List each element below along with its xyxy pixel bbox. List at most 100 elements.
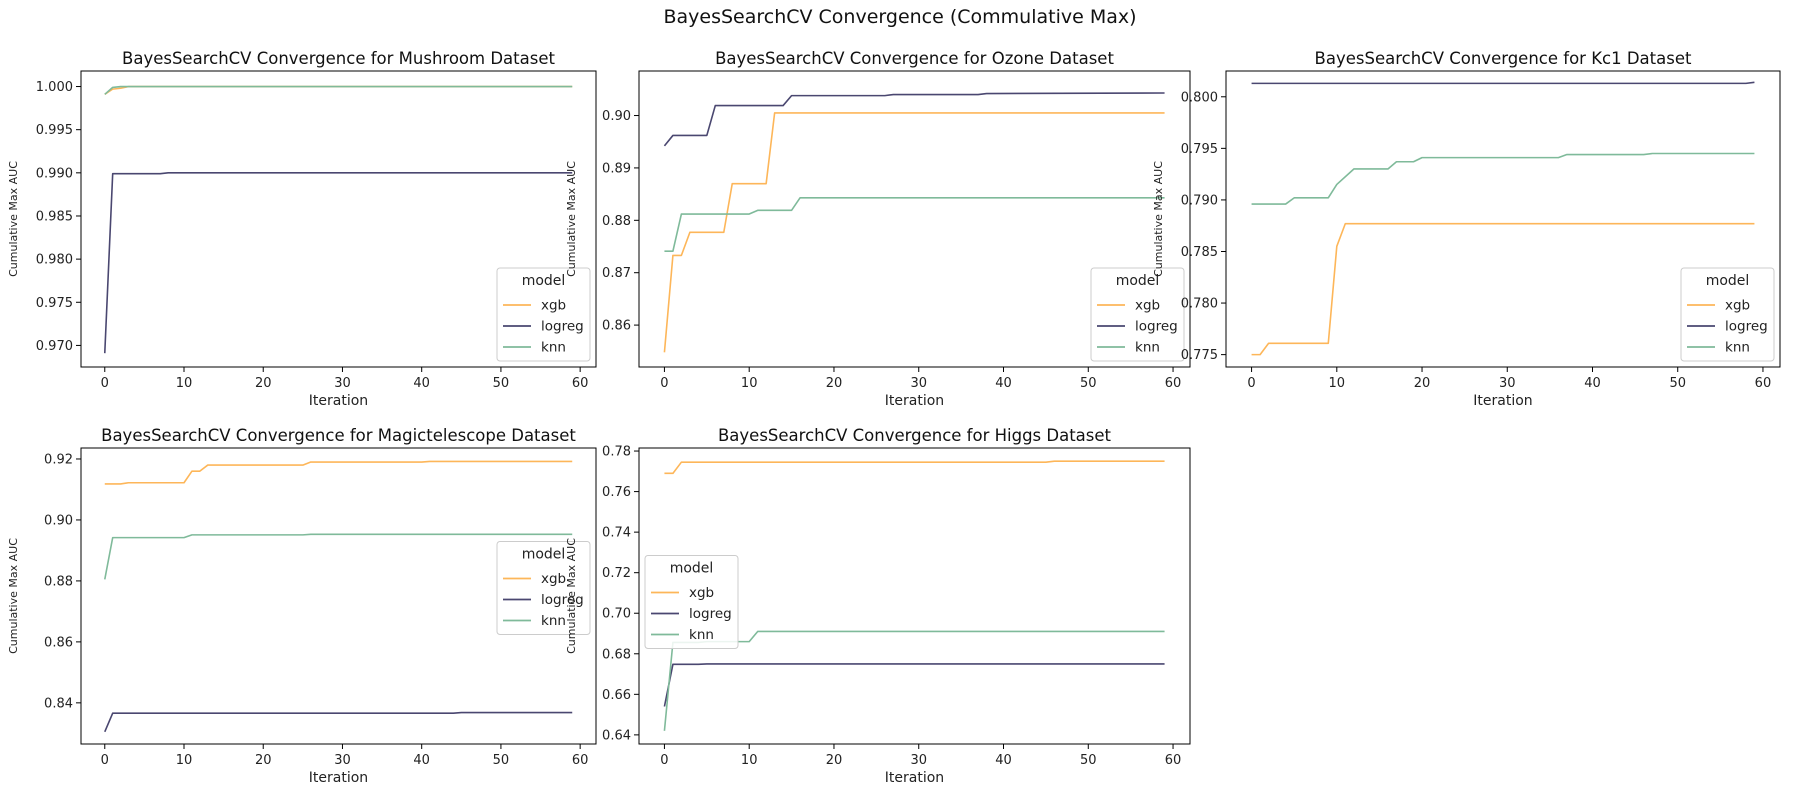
series-line-logreg [103,172,573,354]
x-tick-label: 50 [1669,376,1686,391]
y-tick-label: 0.990 [36,166,73,181]
plot-frame [638,70,1191,368]
y-tick-label: 0.90 [602,109,631,124]
y-tick-label: 0.74 [602,526,631,541]
y-tick-label: 0.980 [36,253,73,268]
x-axis-label: Iteration [1473,393,1532,409]
chart-panel-3: BayesSearchCV Convergence for Kc1 Datase… [1152,49,1781,409]
x-axis-label: Iteration [309,770,368,786]
legend-label-knn: knn [689,627,714,643]
x-tick-label: 40 [995,376,1012,391]
x-tick-label: 0 [101,753,109,768]
legend-label-logreg: logreg [689,606,732,622]
x-tick-label: 50 [1080,753,1097,768]
chart-title: BayesSearchCV Convergence for Higgs Data… [718,426,1112,445]
y-tick-label: 0.76 [602,485,631,500]
y-axis-label: Cumulative Max AUC [7,538,20,654]
legend-box [644,555,739,649]
legend-label-knn: knn [541,613,566,629]
series-line-knn [103,533,573,580]
series-line-logreg [104,711,573,733]
legend-label-xgb: xgb [541,298,566,314]
x-tick-label: 10 [1329,376,1346,391]
x-tick-label: 60 [1165,376,1182,391]
legend-label-logreg: logreg [1725,319,1768,335]
legend-label-xgb: xgb [541,571,566,587]
series-line-knn [104,85,573,95]
chart-title: BayesSearchCV Convergence for Magicteles… [101,426,576,445]
chart-panel-2: BayesSearchCV Convergence for Ozone Data… [565,49,1191,409]
chart-title: BayesSearchCV Convergence for Ozone Data… [715,49,1114,68]
chart-title: BayesSearchCV Convergence for Kc1 Datase… [1315,49,1692,68]
x-tick-label: 40 [413,376,430,391]
series-line-logreg [1251,81,1755,85]
series-line-knn [1251,152,1755,205]
chart-title: BayesSearchCV Convergence for Mushroom D… [122,49,555,68]
x-tick-label: 30 [334,753,351,768]
y-axis-label: Cumulative Max AUC [7,161,20,277]
legend-title: model [522,273,566,289]
y-tick-label: 0.66 [602,688,631,703]
legend-label-xgb: xgb [1135,298,1160,314]
legend: model xgb logreg knn [1680,267,1775,362]
y-axis-label: Cumulative Max AUC [565,538,578,654]
legend-title: model [522,547,566,563]
y-tick-label: 0.84 [44,696,73,711]
x-tick-label: 10 [176,753,193,768]
y-axis-label: Cumulative Max AUC [1152,161,1165,277]
y-tick-label: 0.790 [1181,193,1218,208]
x-tick-label: 20 [826,376,843,391]
chart-panel-1: BayesSearchCV Convergence for Mushroom D… [7,49,597,409]
series-line-knn [664,196,1165,253]
y-tick-label: 0.995 [36,123,73,138]
legend: model xgb logreg knn [644,555,739,649]
legend-box [1090,267,1185,362]
y-tick-label: 0.795 [1181,142,1218,157]
x-tick-label: 0 [660,753,668,768]
plot-frame [638,447,1191,745]
y-tick-label: 0.780 [1181,297,1218,312]
x-tick-label: 30 [334,376,351,391]
y-tick-label: 0.985 [36,209,73,224]
plot-frame [80,70,597,368]
series-line-xgb [104,460,573,485]
x-tick-label: 10 [176,376,193,391]
plot-frame [80,447,597,745]
y-axis-label: Cumulative Max AUC [565,161,578,277]
legend-label-knn: knn [1135,340,1160,356]
x-tick-label: 60 [572,376,589,391]
y-tick-label: 0.785 [1181,245,1218,260]
y-tick-label: 0.89 [602,161,631,176]
legend-box [1680,267,1775,362]
x-axis-label: Iteration [309,393,368,409]
y-tick-label: 0.970 [36,339,73,354]
y-tick-label: 0.92 [44,452,73,467]
x-tick-label: 0 [1247,376,1255,391]
legend: model xgb logreg knn [496,267,591,362]
x-tick-label: 40 [995,753,1012,768]
x-tick-label: 50 [493,753,510,768]
y-tick-label: 0.90 [44,513,73,528]
y-tick-label: 0.86 [44,635,73,650]
legend-label-knn: knn [1725,340,1750,356]
x-tick-label: 0 [660,376,668,391]
y-tick-label: 0.68 [602,647,631,662]
legend-title: model [1706,273,1750,289]
y-tick-label: 0.86 [602,319,631,334]
plot-frame [1225,70,1781,368]
x-tick-label: 10 [741,376,758,391]
x-tick-label: 10 [741,753,758,768]
x-tick-label: 0 [101,376,109,391]
legend-title: model [670,561,714,577]
x-tick-label: 50 [493,376,510,391]
x-tick-label: 20 [255,753,272,768]
x-tick-label: 30 [910,376,927,391]
legend-label-xgb: xgb [689,585,714,601]
legend-label-logreg: logreg [541,319,584,335]
y-tick-label: 0.800 [1181,90,1218,105]
y-tick-label: 0.88 [602,214,631,229]
x-tick-label: 40 [413,753,430,768]
legend-label-xgb: xgb [1725,298,1750,314]
chart-panel-4: BayesSearchCV Convergence for Magicteles… [7,426,597,786]
